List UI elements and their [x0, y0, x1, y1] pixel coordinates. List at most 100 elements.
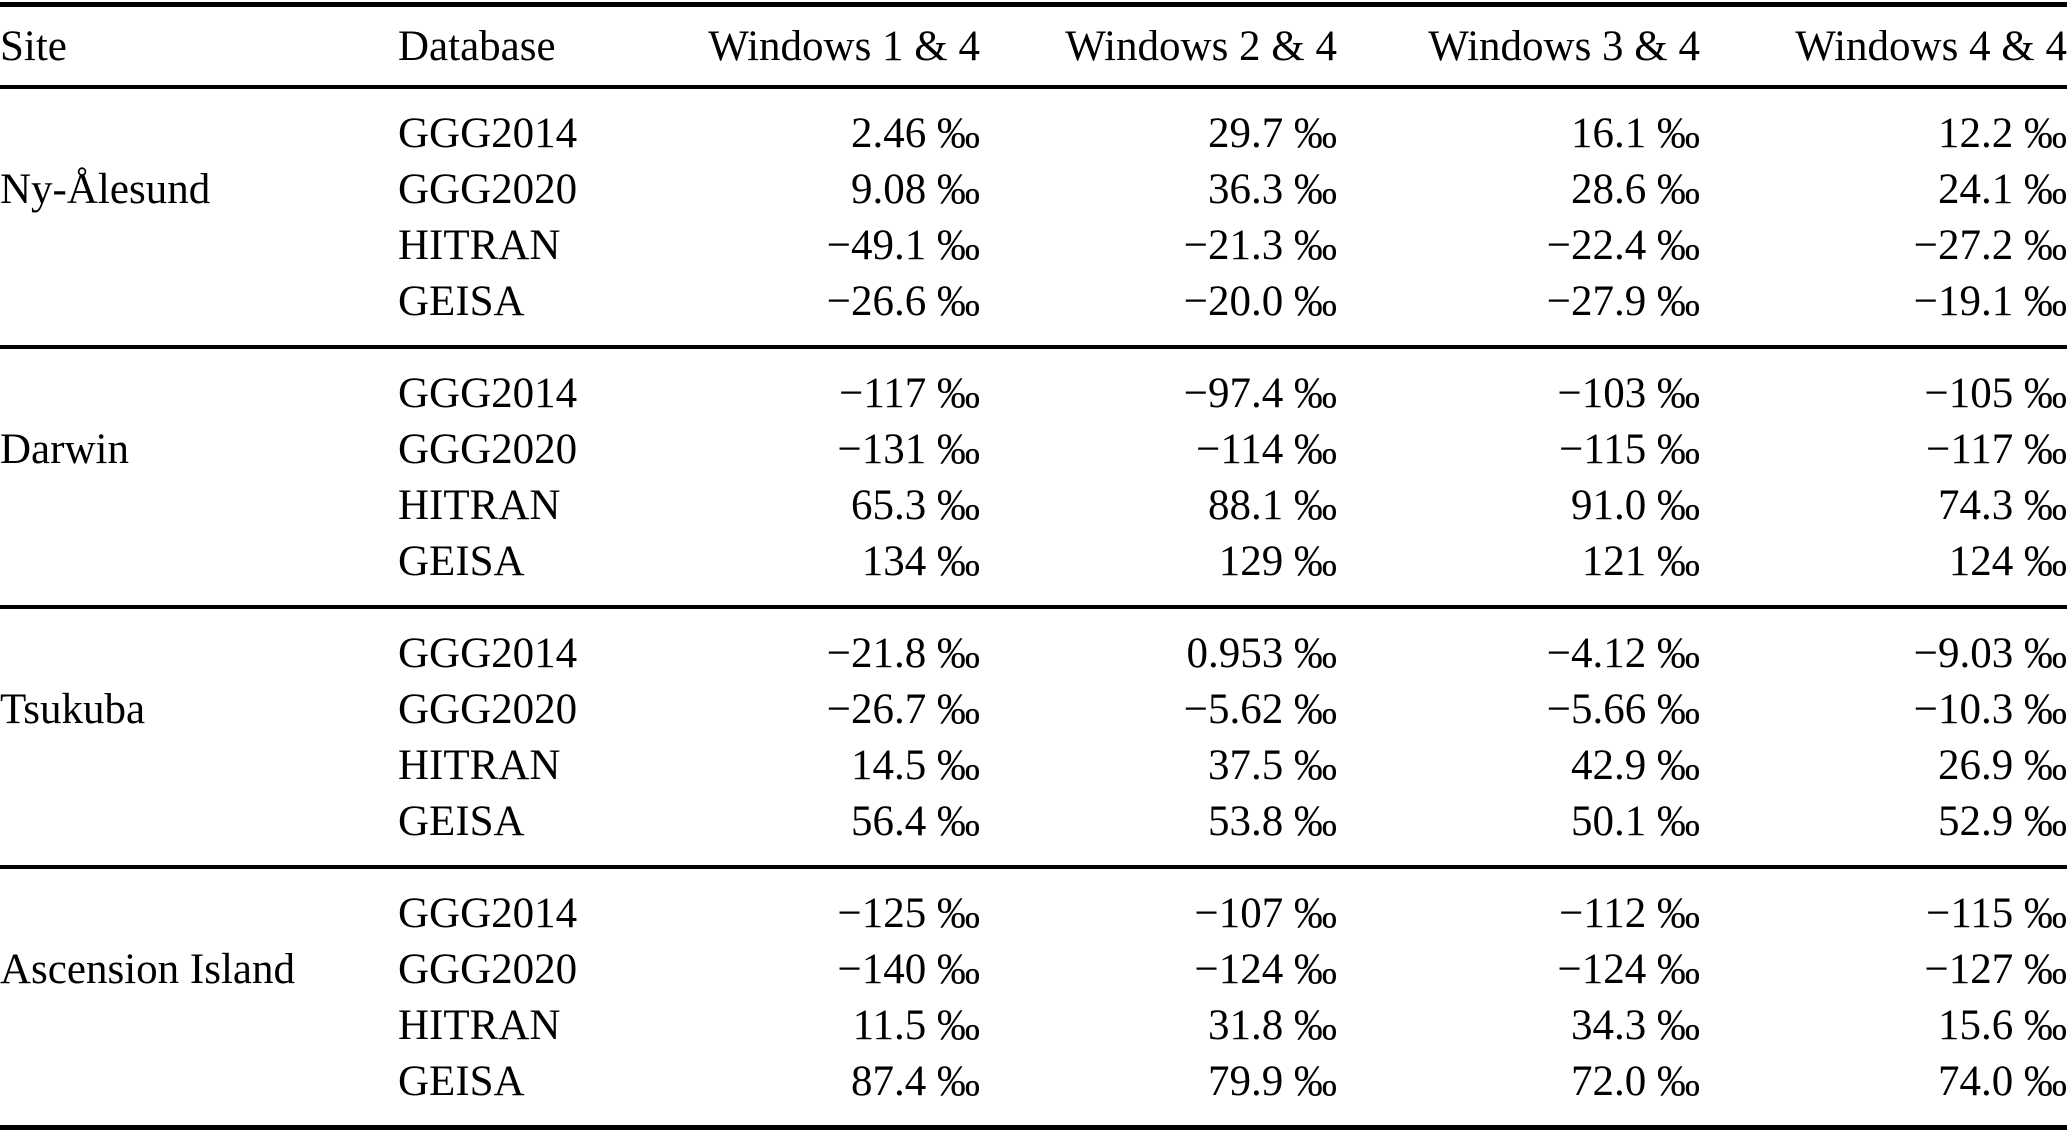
value-cell: −19.1 ‰: [1913, 277, 2067, 325]
database-cell: GGG2014: [398, 605, 640, 681]
table-row: GGG2014 2.46 ‰ 29.7 ‰ 16.1 ‰ 12.2 ‰: [0, 87, 2067, 161]
value-cell: 134 ‰: [861, 537, 980, 585]
value-cell: 88.1 ‰: [1208, 481, 1337, 529]
value-cell: −27.2 ‰: [1913, 221, 2067, 269]
table-header: Site Database Windows 1 & 4 Windows 2 & …: [0, 4, 2067, 89]
value-cell: −117 ‰: [1926, 425, 2067, 473]
value-cell: −124 ‰: [1194, 945, 1337, 993]
database-cell: GEISA: [398, 797, 525, 845]
value-cell: −105 ‰: [1700, 345, 2067, 421]
value-cell: −10.3 ‰: [1913, 685, 2067, 733]
value-cell: 26.9 ‰: [1938, 741, 2067, 789]
value-cell: 50.1 ‰: [1571, 797, 1700, 845]
value-cell: 87.4 ‰: [851, 1057, 980, 1105]
value-cell: 16.1 ‰: [1571, 109, 1700, 157]
table-row: HITRAN 11.5 ‰ 31.8 ‰ 34.3 ‰ 15.6 ‰: [0, 997, 2067, 1053]
site-cell: [0, 345, 398, 421]
database-cell: HITRAN: [398, 221, 561, 269]
database-cell: HITRAN: [398, 481, 561, 529]
value-cell: −115 ‰: [1559, 425, 1700, 473]
value-cell: −26.6 ‰: [826, 277, 980, 325]
value-cell: 34.3 ‰: [1571, 1001, 1700, 1049]
value-cell: −124 ‰: [1557, 945, 1700, 993]
value-cell: 0.953 ‰: [980, 605, 1337, 681]
value-cell: 37.5 ‰: [1208, 741, 1337, 789]
site-cell: [0, 217, 398, 273]
value-cell: −4.12 ‰: [1337, 605, 1700, 681]
database-cell: GGG2020: [398, 165, 578, 213]
database-cell: GEISA: [398, 537, 525, 585]
value-cell: −114 ‰: [1196, 425, 1337, 473]
value-cell: 31.8 ‰: [1208, 1001, 1337, 1049]
value-cell: 79.9 ‰: [1208, 1057, 1337, 1105]
value-cell: −127 ‰: [1924, 945, 2067, 993]
value-cell: 14.5 ‰: [851, 741, 980, 789]
column-header-windows-1-4: Windows 1 & 4: [640, 4, 980, 89]
site-cell: [0, 865, 398, 941]
value-cell: 28.6 ‰: [1571, 165, 1700, 213]
value-cell: −131 ‰: [837, 425, 980, 473]
column-header-windows-3-4: Windows 3 & 4: [1337, 4, 1700, 89]
table-row: Darwin GGG2020 −131 ‰ −114 ‰ −115 ‰ −117 ‰: [0, 421, 2067, 477]
column-header-windows-2-4: Windows 2 & 4: [980, 4, 1337, 89]
value-cell: 15.6 ‰: [1938, 1001, 2067, 1049]
value-cell: −49.1 ‰: [826, 221, 980, 269]
value-cell: −115 ‰: [1700, 865, 2067, 941]
site-cell: [0, 273, 398, 347]
value-cell: 42.9 ‰: [1571, 741, 1700, 789]
value-cell: −117 ‰: [640, 345, 980, 421]
table-row: GEISA 87.4 ‰ 79.9 ‰ 72.0 ‰ 74.0 ‰: [0, 1053, 2067, 1128]
table-row: GGG2014 −21.8 ‰ 0.953 ‰ −4.12 ‰ −9.03 ‰: [0, 605, 2067, 681]
value-cell: 121 ‰: [1581, 537, 1700, 585]
site-cell: Darwin: [0, 425, 129, 473]
value-cell: −5.66 ‰: [1546, 685, 1700, 733]
table-row: GEISA −26.6 ‰ −20.0 ‰ −27.9 ‰ −19.1 ‰: [0, 273, 2067, 347]
value-cell: 74.3 ‰: [1938, 481, 2067, 529]
value-cell: −107 ‰: [980, 865, 1337, 941]
value-cell: 72.0 ‰: [1571, 1057, 1700, 1105]
value-cell: −20.0 ‰: [1183, 277, 1337, 325]
table-row: GEISA 134 ‰ 129 ‰ 121 ‰ 124 ‰: [0, 533, 2067, 607]
database-cell: GEISA: [398, 1057, 525, 1105]
value-cell: 65.3 ‰: [851, 481, 980, 529]
value-cell: 24.1 ‰: [1938, 165, 2067, 213]
value-cell: −27.9 ‰: [1546, 277, 1700, 325]
value-cell: 74.0 ‰: [1938, 1057, 2067, 1105]
value-cell: −9.03 ‰: [1700, 605, 2067, 681]
database-cell: GGG2020: [398, 425, 578, 473]
value-cell: 129 ‰: [1218, 537, 1337, 585]
value-cell: 56.4 ‰: [851, 797, 980, 845]
value-cell: −26.7 ‰: [826, 685, 980, 733]
site-cell: [0, 605, 398, 681]
site-cell: [0, 793, 398, 867]
site-cell: [0, 87, 398, 161]
database-cell: GGG2020: [398, 945, 578, 993]
value-cell: −140 ‰: [837, 945, 980, 993]
table-row: GEISA 56.4 ‰ 53.8 ‰ 50.1 ‰ 52.9 ‰: [0, 793, 2067, 867]
site-cell: [0, 997, 398, 1053]
database-cell: GGG2014: [398, 865, 640, 941]
site-cell: Tsukuba: [0, 685, 146, 733]
value-cell: −103 ‰: [1337, 345, 1700, 421]
table-row: Ascension Island GGG2020 −140 ‰ −124 ‰ −124 …: [0, 941, 2067, 997]
database-cell: GGG2014: [398, 109, 578, 157]
value-cell: 53.8 ‰: [1208, 797, 1337, 845]
table-body: GGG2014 2.46 ‰ 29.7 ‰ 16.1 ‰ 12.2 ‰ Ny-Ålesun…: [0, 87, 2067, 1128]
value-cell: 52.9 ‰: [1938, 797, 2067, 845]
site-cell: [0, 533, 398, 607]
value-cell: 36.3 ‰: [1208, 165, 1337, 213]
value-cell: −112 ‰: [1337, 865, 1700, 941]
column-header-database: Database: [398, 4, 640, 89]
site-cell: [0, 477, 398, 533]
database-cell: HITRAN: [398, 741, 561, 789]
value-cell: −97.4 ‰: [980, 345, 1337, 421]
value-cell: 11.5 ‰: [852, 1001, 980, 1049]
value-cell: −21.3 ‰: [1183, 221, 1337, 269]
value-cell: 124 ‰: [1948, 537, 2067, 585]
site-cell: [0, 1053, 398, 1128]
column-header-windows-4-4: Windows 4 & 4: [1700, 4, 2067, 89]
table-row: Tsukuba GGG2020 −26.7 ‰ −5.62 ‰ −5.66 ‰ −10.3…: [0, 681, 2067, 737]
site-cell: Ascension Island: [0, 945, 295, 993]
value-cell: 9.08 ‰: [851, 165, 980, 213]
